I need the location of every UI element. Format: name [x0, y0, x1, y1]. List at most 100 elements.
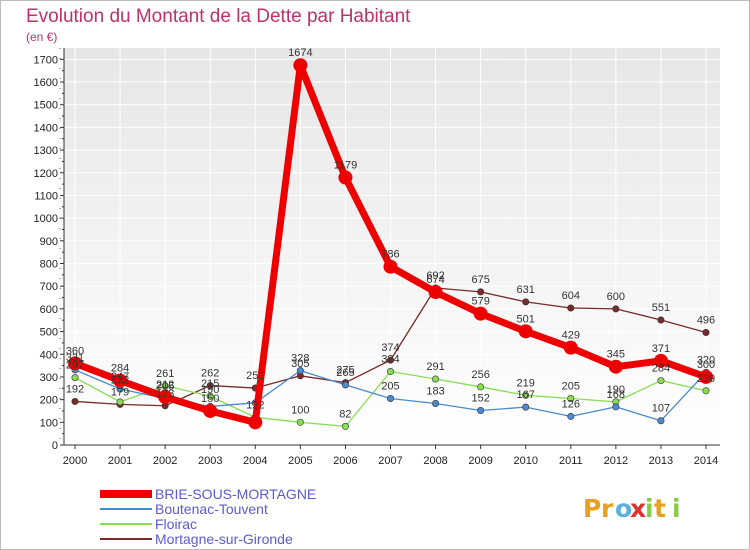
data-point-floirac [702, 387, 710, 395]
data-point-brie-sous-mortagne [608, 359, 623, 374]
x-tick-label: 2002 [153, 455, 177, 467]
data-label: 219 [517, 377, 535, 389]
legend: BRIE-SOUS-MORTAGNEBoutenac-TouventFloira… [100, 486, 316, 547]
data-label: 631 [517, 284, 535, 296]
data-label: 674 [426, 274, 444, 286]
y-ticks: 0 100 200 300 400 500 600 700 800 900 1000 1100 1200… [34, 48, 64, 452]
data-point-brie-sous-mortagne [518, 324, 533, 339]
data-point-mortagne-sur-gironde [657, 316, 665, 324]
data-point-mortagne-sur-gironde [386, 356, 394, 364]
data-point-boutenac-touvent [567, 412, 575, 420]
logo-letter: i [672, 494, 681, 523]
data-point-brie-sous-mortagne [293, 58, 308, 73]
data-label-extra: 275 [336, 365, 354, 377]
data-point-floirac [522, 391, 530, 399]
data-point-boutenac-touvent [477, 407, 485, 415]
x-tick-label: 2001 [108, 455, 132, 467]
data-label: 190 [607, 384, 625, 396]
data-label: 429 [562, 330, 580, 342]
data-point-brie-sous-mortagne [563, 340, 578, 355]
data-label: 82 [339, 408, 351, 420]
y-tick-label: 1100 [34, 190, 58, 202]
y-tick-label: 1000 [34, 213, 58, 225]
legend-label-floirac: Floirac [155, 516, 197, 532]
data-label: 374 [381, 342, 399, 354]
y-tick-label: 300 [40, 372, 58, 384]
data-label: 150 [201, 393, 219, 405]
data-point-brie-sous-mortagne [428, 285, 443, 300]
x-tick-label: 2013 [649, 455, 673, 467]
data-label: 496 [697, 314, 715, 326]
data-point-boutenac-touvent [657, 417, 665, 425]
data-label: 183 [426, 385, 444, 397]
data-label: 215 [201, 378, 219, 390]
y-tick-label: 100 [40, 417, 58, 429]
data-label: 604 [562, 290, 580, 302]
data-label: 786 [381, 249, 399, 261]
plot-background [64, 48, 720, 445]
data-point-brie-sous-mortagne [473, 306, 488, 321]
y-tick-label: 1400 [34, 122, 58, 134]
data-label-extra: 297 [66, 360, 84, 372]
y-tick-label: 1500 [34, 100, 58, 112]
x-tick-label: 2000 [63, 455, 87, 467]
x-ticks: 2000 2001 2002 2003 2004 2005 2006 2007 2008 2009… [63, 445, 718, 467]
data-label: 579 [471, 296, 489, 308]
data-point-floirac [296, 418, 304, 426]
data-label: 1179 [334, 160, 358, 172]
logo-letter: r [601, 494, 614, 523]
data-label: 168 [607, 389, 625, 401]
data-point-brie-sous-mortagne [338, 170, 353, 185]
data-point-floirac [657, 377, 665, 385]
data-point-brie-sous-mortagne [248, 415, 263, 430]
data-label: 284 [111, 363, 129, 375]
x-tick-label: 2010 [513, 455, 537, 467]
data-label-extra: 232 [111, 374, 129, 386]
data-label: 212 [156, 379, 174, 391]
data-point-floirac [116, 398, 124, 406]
data-label-extra: 190 [201, 384, 219, 396]
y-tick-label: 200 [40, 395, 58, 407]
logo-letter: t [654, 494, 666, 523]
y-tick-label: 500 [40, 327, 58, 339]
data-label-extra: 173 [156, 388, 174, 400]
data-label: 324 [381, 353, 399, 365]
data-label: 291 [426, 361, 444, 373]
grid [64, 48, 720, 446]
data-label: 675 [471, 274, 489, 286]
data-point-boutenac-touvent [386, 394, 394, 402]
chart-title: Evolution du Montant de la Dette par Hab… [26, 6, 411, 27]
x-tick-label: 2006 [333, 455, 357, 467]
data-label: 256 [471, 369, 489, 381]
data-point-floirac [341, 422, 349, 430]
data-point-brie-sous-mortagne [203, 403, 218, 418]
data-label: 262 [201, 368, 219, 380]
axes [63, 48, 720, 446]
data-point-mortagne-sur-gironde [612, 305, 620, 313]
data-label: 261 [156, 368, 174, 380]
y-tick-label: 700 [40, 281, 58, 293]
data-label: 551 [652, 302, 670, 314]
data-label: 328 [291, 353, 309, 365]
data-label: 192 [66, 383, 84, 395]
data-label: 126 [562, 398, 580, 410]
y-tick-label: 1300 [34, 145, 58, 157]
data-label-extra: 122 [246, 399, 264, 411]
x-tick-label: 2008 [423, 455, 447, 467]
data-label: 600 [607, 291, 625, 303]
data-label-extra: 331 [66, 352, 84, 364]
logo-letter: i [645, 494, 654, 523]
data-label: 152 [471, 393, 489, 405]
data-point-floirac [432, 375, 440, 383]
legend-label-brie-sous-mortagne: BRIE-SOUS-MORTAGNE [155, 486, 316, 502]
data-label: 205 [381, 380, 399, 392]
data-point-floirac [477, 383, 485, 391]
data-point-mortagne-sur-gironde [477, 288, 485, 296]
data-label: 107 [652, 403, 670, 415]
data-label: 360 [66, 345, 84, 357]
x-tick-label: 2003 [198, 455, 222, 467]
x-tick-label: 2012 [604, 455, 628, 467]
data-point-brie-sous-mortagne [653, 353, 668, 368]
